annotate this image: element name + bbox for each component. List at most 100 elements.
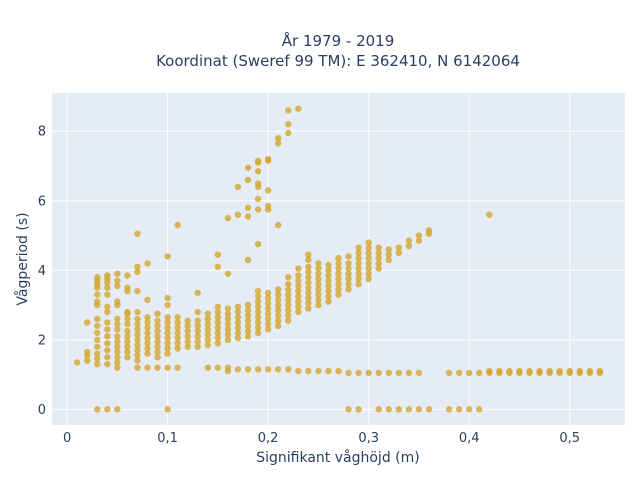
data-point	[476, 406, 483, 413]
data-point	[124, 272, 131, 279]
data-point	[385, 256, 392, 264]
data-point	[104, 406, 111, 413]
data-point	[405, 369, 413, 377]
data-point	[335, 275, 342, 283]
data-point	[274, 291, 282, 298]
data-point	[194, 327, 201, 335]
data-point	[194, 322, 201, 330]
data-point	[405, 406, 413, 413]
data-point	[365, 369, 372, 377]
data-point	[325, 277, 332, 284]
data-point	[144, 340, 151, 347]
data-point	[305, 300, 312, 307]
data-point	[315, 260, 322, 267]
data-point	[214, 334, 222, 342]
data-point	[224, 310, 232, 317]
data-point	[73, 359, 81, 366]
data-point	[295, 105, 302, 112]
data-point	[134, 331, 141, 338]
data-point	[576, 367, 583, 375]
data-point	[264, 187, 272, 194]
data-point	[295, 308, 302, 316]
data-point	[224, 364, 232, 371]
data-point	[254, 180, 262, 187]
data-point	[174, 364, 181, 371]
data-point	[305, 263, 312, 271]
data-point	[526, 367, 533, 375]
data-point	[285, 286, 292, 293]
data-point	[214, 303, 222, 310]
data-point	[124, 338, 131, 345]
data-point	[194, 317, 201, 324]
data-point	[315, 301, 322, 309]
data-point	[295, 367, 302, 375]
data-point	[194, 308, 201, 316]
data-point	[204, 336, 212, 344]
x-tick-label: 0,1	[157, 431, 178, 446]
data-point	[315, 286, 322, 293]
data-point	[144, 329, 151, 337]
data-point	[365, 275, 372, 283]
x-tick-label: 0	[63, 431, 71, 446]
data-point	[184, 327, 191, 335]
data-point	[325, 298, 332, 305]
x-tick-label: 0,2	[258, 431, 279, 446]
data-point	[94, 406, 101, 413]
data-point	[285, 291, 292, 298]
data-point	[114, 359, 121, 366]
data-point	[355, 265, 362, 272]
y-tick-label: 8	[38, 125, 46, 140]
data-point	[445, 369, 453, 377]
data-point	[164, 301, 171, 309]
x-axis-title: Signifikant våghöjd (m)	[256, 449, 419, 466]
data-point	[154, 310, 161, 317]
data-point	[274, 286, 282, 293]
data-point	[385, 369, 392, 377]
data-point	[154, 333, 161, 340]
data-point	[566, 367, 573, 375]
data-point	[234, 183, 242, 191]
data-point	[94, 322, 101, 330]
data-point	[234, 324, 242, 331]
data-point	[395, 244, 403, 251]
data-point	[244, 204, 252, 211]
data-point	[285, 107, 292, 114]
data-point	[214, 324, 222, 331]
data-point	[224, 320, 232, 328]
data-point	[124, 308, 131, 316]
data-point	[345, 265, 352, 272]
data-point	[355, 369, 362, 377]
data-point	[114, 298, 121, 305]
data-point	[295, 287, 302, 295]
data-point	[214, 319, 222, 326]
data-point	[164, 253, 171, 260]
data-point	[234, 303, 242, 310]
data-point	[455, 406, 463, 413]
data-point	[214, 364, 222, 371]
data-point	[415, 232, 423, 239]
data-point	[144, 334, 151, 342]
data-point	[375, 244, 382, 251]
data-point	[234, 319, 242, 326]
data-point	[254, 303, 262, 310]
data-point	[405, 242, 413, 250]
data-point	[134, 364, 141, 371]
data-point	[274, 140, 282, 147]
data-point	[244, 322, 252, 330]
data-point	[264, 310, 272, 317]
data-point	[114, 364, 121, 371]
data-point	[104, 360, 111, 368]
data-point	[335, 291, 342, 298]
data-point	[214, 340, 222, 347]
data-point	[365, 270, 372, 277]
data-point	[345, 369, 352, 377]
data-point	[204, 364, 212, 371]
data-point	[154, 364, 161, 371]
y-tick-label: 0	[38, 403, 46, 418]
data-point	[305, 289, 312, 297]
data-point	[335, 260, 342, 267]
tick-labels: 0 0,1 0,2 0,3 0,4 0,5 0 2 4 6 8	[38, 125, 580, 446]
data-point	[134, 352, 141, 359]
data-point	[375, 254, 382, 262]
